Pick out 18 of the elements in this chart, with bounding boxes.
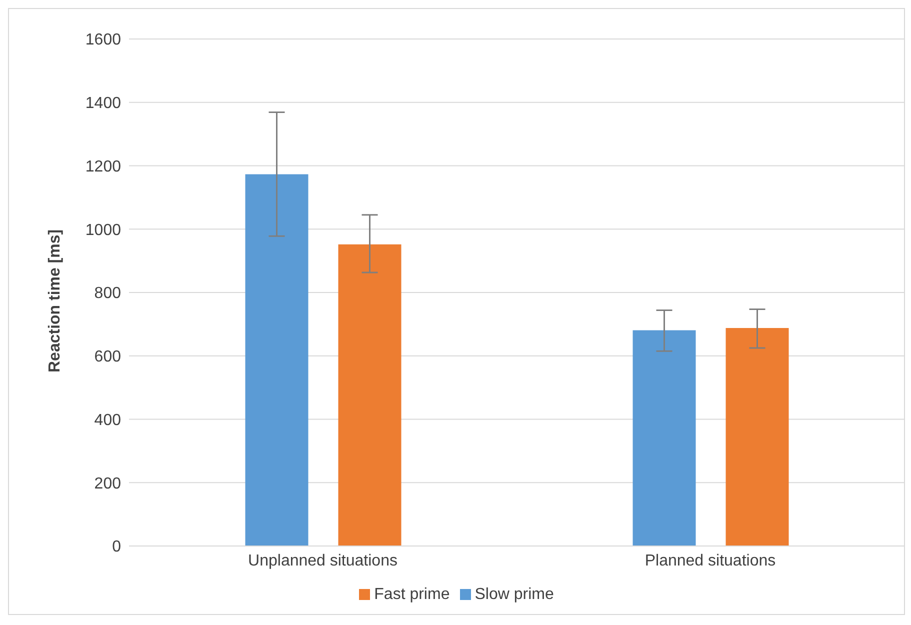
x-tick-label: Unplanned situations (248, 552, 398, 570)
y-tick-label: 1600 (85, 32, 122, 49)
bar (245, 174, 308, 546)
y-axis-title: Reaction time [ms] (46, 229, 64, 372)
legend-label: Slow prime (474, 586, 554, 603)
bar (726, 328, 789, 546)
y-tick-label: 1200 (85, 158, 122, 176)
bar (632, 330, 696, 546)
y-tick-label: 600 (94, 348, 122, 366)
x-tick-label: Planned situations (644, 552, 776, 570)
y-tick-label: 800 (94, 285, 122, 302)
y-tick-label: 1000 (85, 222, 122, 239)
y-tick-label: 200 (94, 475, 122, 492)
y-tick-label: 400 (94, 412, 122, 429)
y-tick-label: 0 (112, 538, 122, 556)
bar (338, 244, 402, 546)
y-tick-label: 1400 (85, 95, 122, 112)
legend-label: Fast prime (374, 586, 450, 603)
